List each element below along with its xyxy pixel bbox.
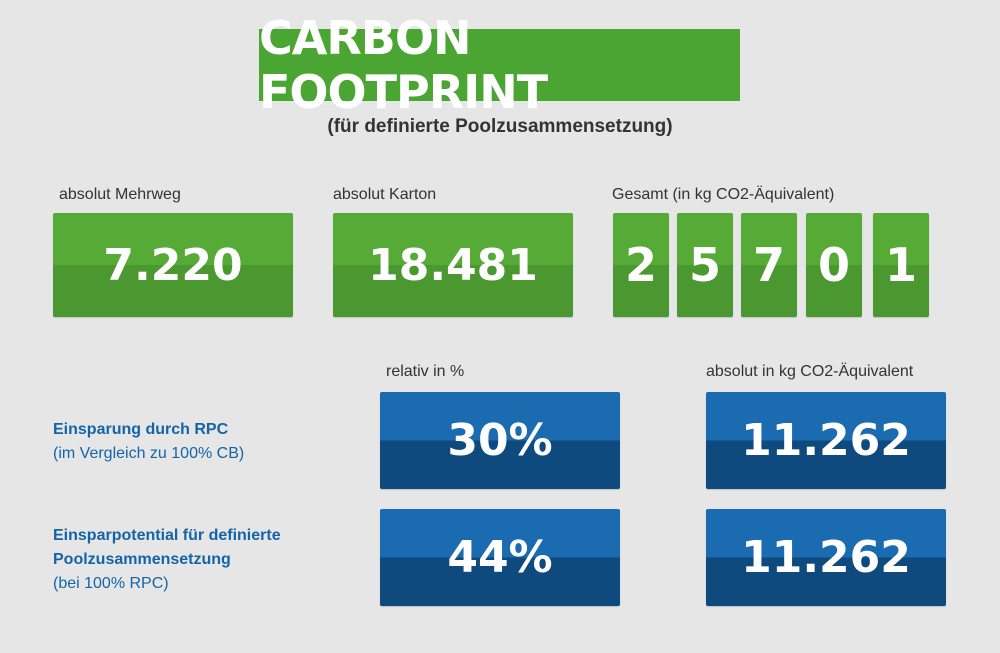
relativ-value: 30% — [447, 415, 553, 466]
karton-value: 18.481 — [368, 239, 538, 291]
row-einsparpotential-absolut-tile: 11.262 — [706, 509, 946, 606]
row-einsparpotential-title: Einsparpotential für definierte Poolzusa… — [53, 524, 281, 596]
absolut-value: 11.262 — [741, 532, 911, 583]
mehrweg-label: absolut Mehrweg — [59, 186, 181, 203]
gesamt-digit: 7 — [741, 213, 797, 317]
title-banner: CARBON FOOTPRINT — [259, 11, 740, 119]
gesamt-digit: 2 — [613, 213, 669, 317]
gesamt-digit: 5 — [677, 213, 733, 317]
gesamt-digit-value: 1 — [884, 238, 917, 292]
row-einsparpotential-relativ-tile: 44% — [380, 509, 620, 606]
gesamt-digit-value: 5 — [688, 238, 721, 292]
gesamt-digit: 1 — [873, 213, 929, 317]
row-title-line: Poolzusammensetzung — [53, 551, 231, 568]
absolut-value: 11.262 — [741, 415, 911, 466]
row-einsparung-title: Einsparung durch RPC (im Vergleich zu 10… — [53, 418, 244, 466]
row-subtitle: (bei 100% RPC) — [53, 575, 169, 592]
gesamt-digit-value: 2 — [624, 238, 657, 292]
mehrweg-value-tile: 7.220 — [53, 213, 293, 317]
absolut-column-header: absolut in kg CO2-Äquivalent — [706, 363, 914, 380]
row-einsparung-absolut-tile: 11.262 — [706, 392, 946, 489]
row-title-line: Einsparung durch RPC — [53, 421, 229, 438]
gesamt-digit-value: 0 — [817, 238, 850, 292]
relativ-column-header: relativ in % — [386, 363, 465, 380]
karton-value-tile: 18.481 — [333, 213, 573, 317]
row-subtitle: (im Vergleich zu 100% CB) — [53, 445, 245, 462]
karton-label: absolut Karton — [333, 186, 437, 203]
row-title-line: Einsparpotential für definierte — [53, 527, 281, 544]
gesamt-digit: 0 — [806, 213, 862, 317]
gesamt-digit-value: 7 — [752, 238, 785, 292]
row-einsparung-relativ-tile: 30% — [380, 392, 620, 489]
page-title: CARBON FOOTPRINT — [259, 11, 548, 119]
page-subtitle: (für definierte Poolzusammensetzung) — [327, 116, 673, 137]
gesamt-label: Gesamt (in kg CO2-Äquivalent) — [612, 186, 835, 203]
relativ-value: 44% — [447, 532, 553, 583]
mehrweg-value: 7.220 — [103, 239, 243, 291]
